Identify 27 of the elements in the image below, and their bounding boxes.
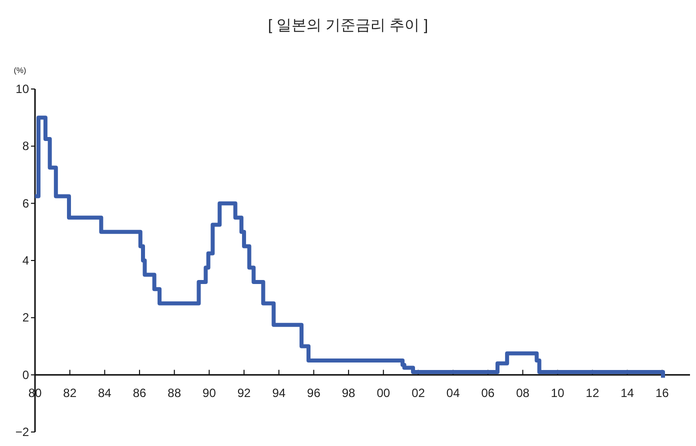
x-tick-label: 06 (481, 386, 495, 400)
x-tick-label: 14 (620, 386, 634, 400)
x-tick-label: 84 (98, 386, 112, 400)
x-tick-label: 00 (376, 386, 390, 400)
y-tick-label: −2 (15, 425, 30, 439)
x-tick-label: 86 (132, 386, 147, 400)
x-tick-label: 92 (237, 386, 252, 400)
x-tick-label: 04 (446, 386, 460, 400)
y-axis-title: (%) (14, 66, 27, 75)
x-tick-label: 02 (412, 386, 426, 400)
x-tick-label: 82 (63, 386, 77, 400)
x-tick-label: 08 (516, 386, 530, 400)
y-tick-label: 2 (22, 310, 30, 325)
x-tick-label: 96 (307, 386, 321, 400)
x-tick-label: 88 (168, 386, 182, 400)
x-tick-label: 12 (586, 386, 600, 400)
y-tick-label: 4 (22, 254, 30, 268)
y-tick-label: 10 (16, 82, 30, 96)
x-tick-label: 90 (202, 386, 216, 400)
y-tick-label: 0 (22, 368, 30, 382)
x-tick-label: 94 (272, 386, 286, 400)
chart-title: [ 일본의 기준금리 추이 ] (268, 17, 428, 34)
y-tick-label: 8 (22, 139, 30, 154)
y-tick-label: 6 (22, 196, 30, 210)
x-tick-label: 98 (342, 386, 356, 400)
x-tick-label: 16 (655, 386, 670, 400)
x-tick-label: 10 (550, 386, 565, 400)
